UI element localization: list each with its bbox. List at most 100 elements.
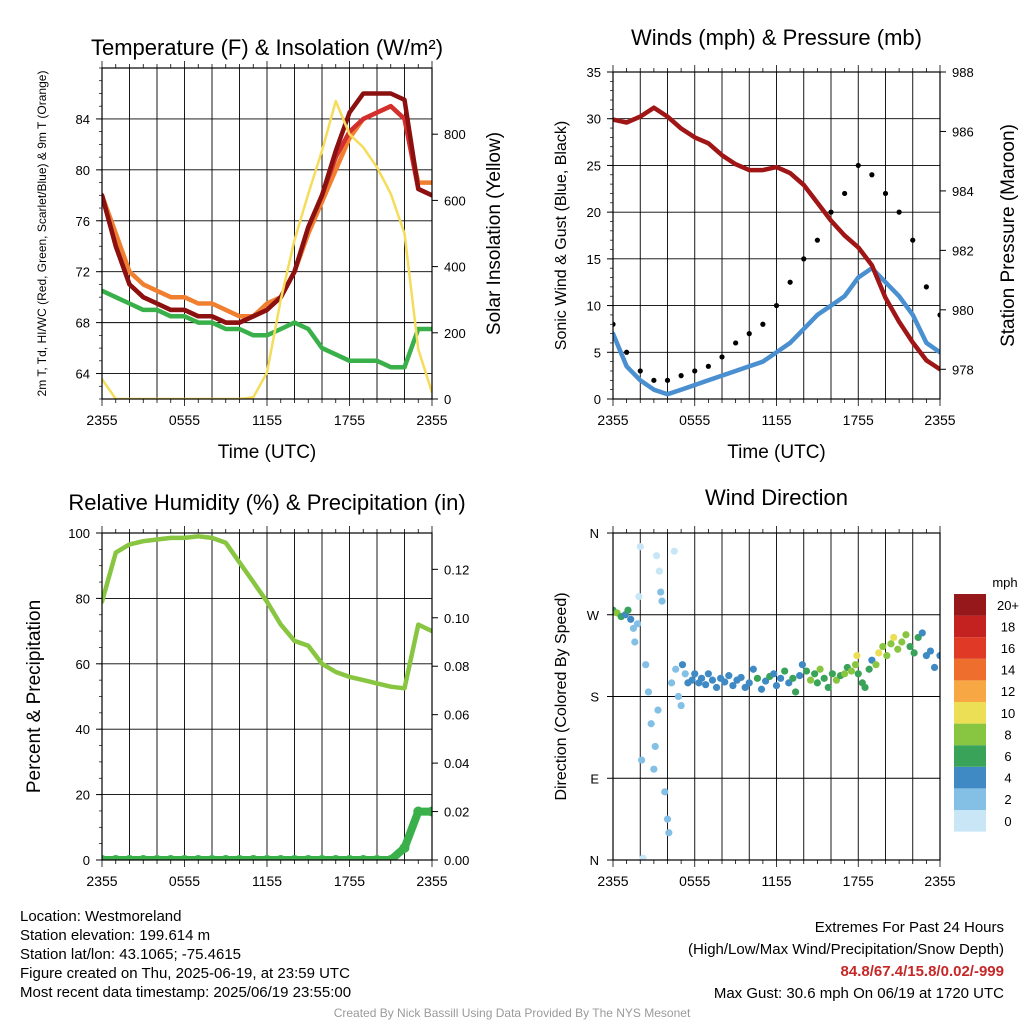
gust-point [733, 340, 739, 346]
y-right-tick-label: 980 [952, 303, 974, 318]
gust-point [869, 172, 875, 178]
y-tick-label: 30 [587, 112, 601, 127]
wind-direction-point [678, 661, 687, 669]
y-tick-label: 60 [76, 657, 90, 672]
y-tick-label: N [590, 526, 599, 541]
gust-point [637, 368, 643, 374]
wind-direction-point [721, 678, 729, 686]
y-right-tick-label: 978 [952, 362, 974, 377]
plot-frame [612, 71, 941, 400]
wind-direction-point [883, 652, 891, 660]
gust-point [613, 321, 616, 327]
legend-label: 4 [1004, 771, 1011, 786]
gust-point [705, 363, 711, 369]
wind-direction-point [647, 720, 655, 728]
wind-direction-point [657, 588, 665, 596]
y-right-tick-label: 0.08 [444, 659, 469, 674]
pressure-series-line [613, 105, 940, 372]
legend-swatch [954, 658, 986, 681]
wind-direction-point [789, 674, 797, 682]
y-tick-label: 80 [76, 163, 90, 178]
x-tick-label: 0555 [169, 873, 200, 889]
legend-swatch [954, 810, 986, 832]
wind-direction-point [650, 765, 658, 773]
legend-swatch [954, 788, 986, 810]
wind-direction-point [811, 670, 819, 678]
x-tick-label: 1155 [761, 412, 791, 428]
y-tick-label: 68 [76, 316, 90, 331]
legend-label: 8 [1004, 727, 1011, 742]
legend-label: 12 [1001, 684, 1015, 699]
x-tick-label: 1155 [761, 873, 791, 889]
wind-direction-point [813, 679, 821, 687]
wind-direction-point [910, 649, 918, 657]
x-tick-label: 1755 [843, 412, 874, 428]
wind-direction-point [930, 663, 939, 672]
wind-direction-point [757, 685, 766, 693]
gust-point [692, 368, 698, 374]
x-tick-label: 2355 [924, 412, 955, 428]
gust-point [746, 331, 752, 337]
y-tick-label: 84 [76, 112, 90, 127]
wind-direction-point [772, 682, 781, 690]
wind-direction-point [745, 679, 753, 687]
wind-direction-point [776, 674, 785, 682]
chart-title: Wind Direction [705, 485, 848, 510]
x-tick-label: 2355 [416, 412, 447, 428]
chart-panel-4: N E S W N 2355 0555 1155 1755 2355 mph 0 2 4 6 8 10 12 14 1… [553, 485, 1019, 889]
y-right-tick-label: 0.06 [444, 708, 469, 723]
wind-direction-point [677, 701, 685, 710]
wind-direction-point [642, 661, 650, 669]
wind-direction-point [631, 638, 639, 646]
plot-data [613, 543, 940, 860]
wind-direction-point [702, 681, 710, 689]
legend-swatch [954, 680, 986, 702]
latlon-text: Station lat/lon: 43.1065; -75.4615 [20, 946, 242, 963]
wind-direction-point [770, 670, 778, 678]
x-axis-label: Time (UTC) [218, 442, 317, 463]
x-tick-label: 2355 [924, 873, 955, 889]
y-right-tick-label: 800 [444, 127, 466, 142]
wind-direction-point [697, 674, 706, 682]
y-axis-label: Direction (Colored By Speed) [553, 592, 570, 800]
wind-direction-point [729, 682, 737, 690]
wind-direction-point [688, 676, 696, 684]
rh-series-line [102, 534, 432, 691]
legend-swatch [954, 594, 986, 616]
y-right-axis-label: Solar Insolation (Yellow) [484, 132, 505, 335]
wind-direction-point [749, 665, 757, 673]
y-tick-label: 0 [83, 853, 90, 868]
y-right-tick-label: 400 [444, 260, 466, 275]
wind-direction-point [926, 647, 935, 655]
wind-direction-point [661, 788, 669, 796]
y-right-axis-label: Station Pressure (Maroon) [998, 124, 1019, 347]
y-right-tick-label: 988 [952, 65, 974, 80]
plot-data [102, 91, 432, 399]
legend-swatch [954, 615, 986, 638]
y-tick-label: 100 [68, 526, 90, 541]
plot-frame [612, 532, 941, 861]
y-tick-label: 72 [76, 265, 90, 280]
gust-point [828, 209, 834, 215]
wind-direction-point [691, 670, 699, 678]
wind-direction-point [665, 829, 673, 837]
plot-data [613, 105, 940, 397]
wind-direction-point [847, 667, 856, 675]
gust-point [882, 190, 889, 197]
wind-direction-point [861, 683, 869, 692]
wind-direction-point [854, 670, 862, 678]
wind-direction-point [670, 547, 678, 555]
chart-title: Temperature (F) & Insolation (W/m²) [91, 35, 443, 60]
gust-point [896, 209, 902, 215]
y-right-tick-label: 0.12 [444, 562, 469, 577]
wind-direction-point [791, 688, 800, 696]
wind-direction-point [635, 592, 643, 601]
gust-point [664, 377, 671, 383]
legend-swatch [954, 723, 986, 746]
legend-label: 14 [1001, 663, 1015, 678]
wind-direction-point [898, 638, 906, 646]
chart-panel-1: 64 68 72 76 80 84 0 200 400 600 800 2355 0555 1155 175… [35, 35, 505, 463]
legend-swatch [954, 745, 986, 767]
extremes-info: Extremes For Past 24 Hours (High/Low/Max… [688, 917, 1004, 1005]
extremes-subheading: (High/Low/Max Wind/Precipitation/Snow De… [688, 941, 1004, 958]
